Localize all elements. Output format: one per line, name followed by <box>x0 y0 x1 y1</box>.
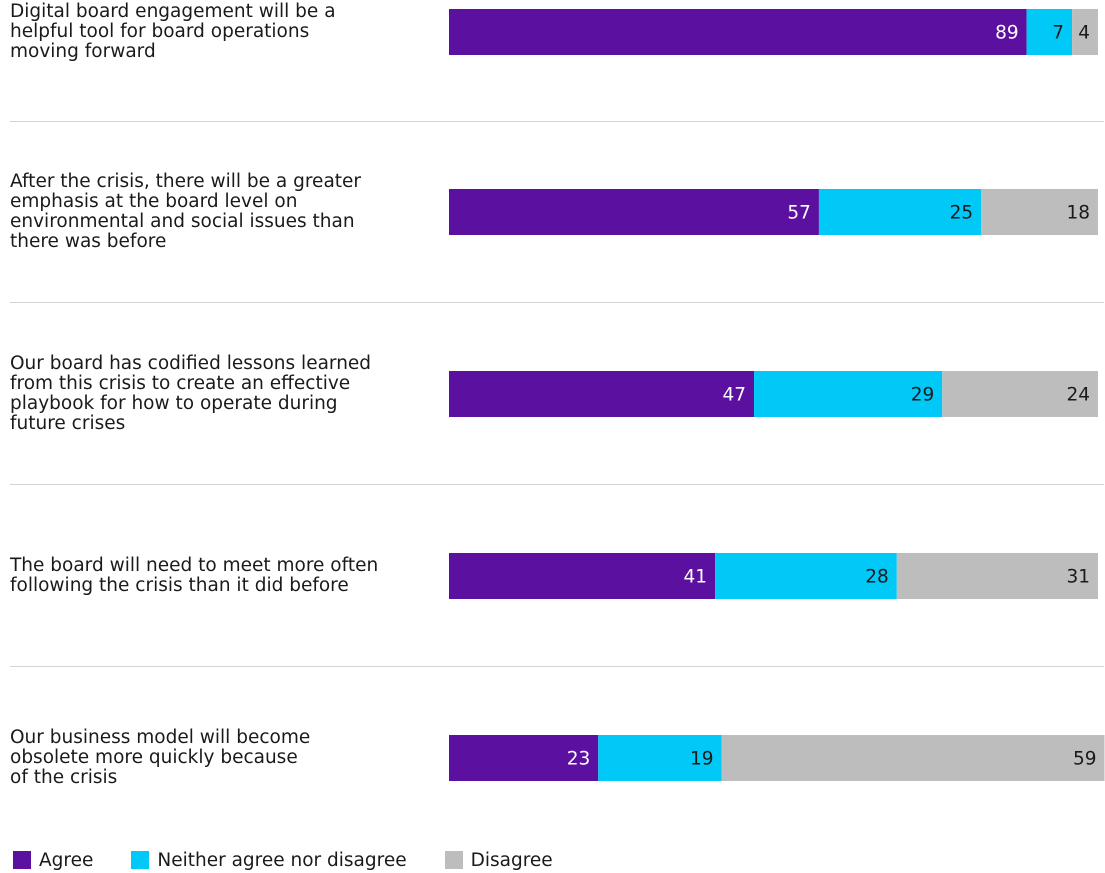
bar-segment-agree <box>449 371 755 417</box>
bar-segment-neither <box>715 553 897 599</box>
bar-segment-neither <box>1026 9 1073 55</box>
legend-label-neither: Neither agree nor disagree <box>157 849 407 871</box>
category-label-line: Our board has codified lessons learned <box>10 353 372 374</box>
data-label: 47 <box>722 385 746 406</box>
data-label: 41 <box>684 567 708 588</box>
category-label-line: moving forward <box>10 41 156 62</box>
legend-swatch-neither <box>131 851 150 869</box>
legend-item-agree: Agree <box>13 850 93 871</box>
category-label-line: future crises <box>10 413 126 434</box>
row-divider <box>10 302 1104 303</box>
data-label: 89 <box>995 23 1019 44</box>
bar-segment-disagree <box>1072 9 1098 55</box>
bar-segment-agree <box>449 553 716 599</box>
category-label-line: Digital board engagement will be a <box>10 1 336 22</box>
data-label: 19 <box>690 749 714 770</box>
bar-segment-neither <box>598 735 722 781</box>
data-label: 23 <box>567 749 591 770</box>
row-divider <box>10 666 1104 667</box>
row-divider <box>10 121 1104 122</box>
legend-swatch-disagree <box>444 851 463 869</box>
category-label: After the crisis, there will be a greate… <box>10 172 415 252</box>
legend-item-disagree: Disagree <box>444 849 553 871</box>
category-label-line: After the crisis, there will be a greate… <box>10 171 362 192</box>
legend-label-disagree: Disagree <box>470 849 553 871</box>
category-label-line: from this crisis to create an effective <box>10 373 351 394</box>
data-label: 31 <box>1066 567 1090 588</box>
category-label-line: playbook for how to operate during <box>10 393 338 414</box>
category-label-line: helpful tool for board operations <box>10 21 310 42</box>
bar-segment-agree <box>449 9 1027 55</box>
category-label: Digital board engagement will be a helpfu… <box>10 2 415 62</box>
legend-item-neither: Neither agree nor disagree <box>131 849 407 871</box>
data-label: 25 <box>950 203 974 224</box>
category-label: Our board has codified lessons learned fr… <box>10 354 415 434</box>
category-label: The board will need to meet more often fo… <box>10 556 415 596</box>
bar-segment-disagree <box>942 371 1098 417</box>
data-label: 18 <box>1066 203 1090 224</box>
category-label-line: environmental and social issues than <box>10 211 355 232</box>
bar-segment-disagree <box>721 735 1105 781</box>
bar-segment-neither <box>754 371 943 417</box>
data-label: 28 <box>865 567 889 588</box>
category-label: Our business model will become obsolete m… <box>10 728 415 788</box>
bar-segment-disagree <box>896 553 1098 599</box>
category-label-line: obsolete more quickly because <box>10 747 298 768</box>
row-divider <box>10 484 1104 485</box>
category-label-line: there was before <box>10 231 167 252</box>
data-label: 4 <box>1078 23 1090 44</box>
category-label-line: following the crisis than it did before <box>10 575 349 596</box>
bar-segment-neither <box>818 189 982 235</box>
bar-segment-agree <box>449 189 819 235</box>
data-label: 59 <box>1073 749 1097 770</box>
data-label: 57 <box>787 203 811 224</box>
category-label-line: The board will need to meet more often <box>10 555 379 576</box>
data-label: 24 <box>1066 385 1090 406</box>
bar-segment-agree <box>449 735 599 781</box>
data-label: 7 <box>1052 23 1064 44</box>
bar-segment-disagree <box>981 189 1098 235</box>
category-label-line: emphasis at the board level on <box>10 191 298 212</box>
legend: Agree Neither agree nor disagree Disagre… <box>13 848 591 872</box>
data-label: 29 <box>911 385 935 406</box>
category-label-line: of the crisis <box>10 767 118 788</box>
legend-label-agree: Agree <box>39 849 94 871</box>
category-label-line: Our business model will become <box>10 727 311 748</box>
legend-swatch-agree <box>13 851 31 869</box>
